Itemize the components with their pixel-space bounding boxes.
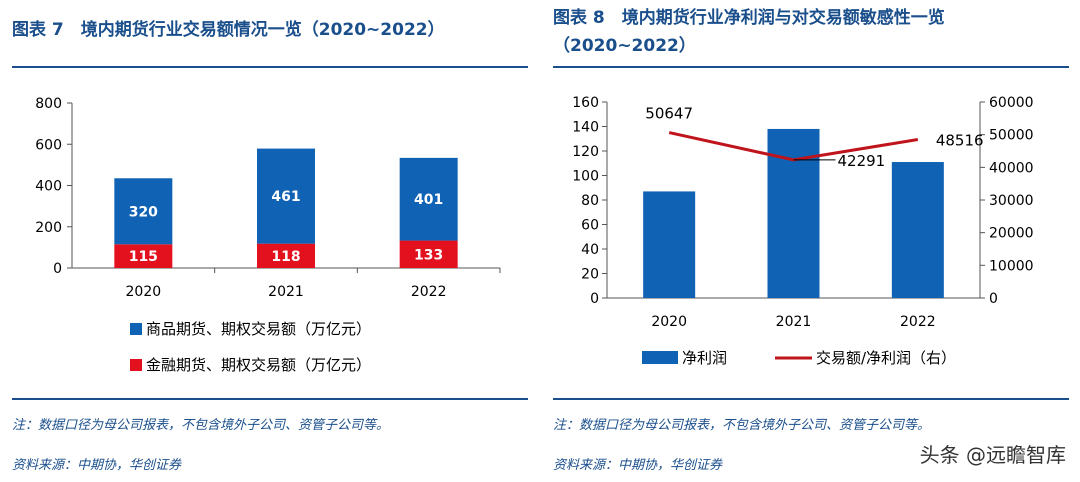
chart7-source: 资料来源：中期协，华创证券: [12, 458, 182, 473]
legend-label-ratio: 交易额/净利润（右）: [816, 349, 956, 367]
bar-net-profit: [767, 128, 820, 298]
data-label-commodity: 461: [271, 189, 300, 205]
bar-commodity: [257, 148, 315, 244]
bar-net-profit: [643, 191, 696, 298]
chart8-bar-line: 0 20 40 60 80 100 120 140 160 0 10000 20000 30000 400…: [572, 95, 1034, 367]
y-left-tick-label: 160: [572, 95, 599, 111]
y-left-tick-label: 140: [572, 120, 599, 136]
y-left-tick-label: 80: [581, 193, 599, 209]
y-right-tick-label: 30000: [989, 193, 1034, 209]
chart8-bottom-rule: [553, 398, 1069, 400]
bar-commodity: [399, 157, 458, 241]
y-left-tick-label: 20: [581, 267, 599, 283]
legend-swatch-financial: [130, 359, 142, 371]
bar-net-profit: [891, 162, 944, 298]
data-label-financial: 115: [129, 249, 158, 265]
y-left-tick-label: 60: [581, 218, 599, 234]
y-tick-label: 0: [53, 261, 62, 277]
watermark: 头条 @远瞻智库: [919, 443, 1066, 467]
x-tick-label: 2021: [776, 314, 812, 330]
data-label-ratio: 50647: [645, 105, 693, 123]
data-label-ratio: 48516: [936, 132, 984, 150]
bar-financial: [114, 244, 173, 268]
data-label-ratio: 42291: [838, 152, 886, 170]
y-left-tick-label: 0: [590, 291, 599, 307]
y-right-tick-label: 50000: [989, 128, 1034, 144]
y-tick-label: 600: [35, 137, 62, 153]
chart8-title-line2: （2020~2022）: [553, 36, 696, 56]
y-right-tick-label: 10000: [989, 258, 1034, 274]
chart7-title: 图表 7 境内期货行业交易额情况一览（2020~2022）: [12, 20, 445, 40]
chart8-source: 资料来源：中期协，华创证券: [553, 458, 723, 473]
x-tick-label: 2022: [411, 284, 447, 300]
y-left-tick-label: 120: [572, 144, 599, 160]
y-right-tick-label: 20000: [989, 226, 1034, 242]
y-tick-label: 200: [35, 220, 62, 236]
chart7-title-rule: [12, 66, 528, 68]
chart8-note: 注：数据口径为母公司报表，不包含境外子公司、资管子公司等。: [553, 418, 931, 433]
y-tick-label: 400: [35, 179, 62, 195]
chart7-bottom-rule: [12, 398, 528, 400]
chart8-title-rule: [553, 66, 1069, 68]
x-tick-label: 2020: [126, 284, 162, 300]
legend-label-commodity: 商品期货、期权交易额（万亿元）: [146, 320, 371, 338]
chart8-title-line1: 图表 8 境内期货行业净利润与对交易额敏感性一览: [553, 8, 945, 28]
legend-swatch-commodity: [130, 323, 142, 335]
x-tick-label: 2020: [651, 314, 687, 330]
chart7-note: 注：数据口径为母公司报表，不包含境外子公司、资管子公司等。: [12, 418, 390, 433]
legend-swatch-net-profit: [642, 351, 678, 364]
bar-financial: [257, 243, 315, 268]
x-tick-label: 2022: [900, 314, 936, 330]
data-label-financial: 118: [271, 249, 300, 265]
y-left-tick-label: 40: [581, 242, 599, 258]
chart7-stacked-bar: 0 200 400 600 800 115 320 2020 118 461 2021 133 401 2…: [35, 96, 501, 374]
bar-financial: [399, 240, 458, 268]
data-label-commodity: 320: [129, 204, 158, 220]
y-right-tick-label: 60000: [989, 95, 1034, 111]
bar-commodity: [114, 178, 173, 245]
legend-label-net-profit: 净利润: [682, 349, 727, 367]
data-label-financial: 133: [414, 247, 443, 263]
y-right-tick-label: 0: [989, 291, 998, 307]
y-tick-label: 800: [35, 96, 62, 112]
data-label-commodity: 401: [414, 192, 443, 208]
legend-label-financial: 金融期货、期权交易额（万亿元）: [146, 356, 371, 374]
y-left-tick-label: 100: [572, 169, 599, 185]
x-tick-label: 2021: [268, 284, 304, 300]
y-right-tick-label: 40000: [989, 160, 1034, 176]
